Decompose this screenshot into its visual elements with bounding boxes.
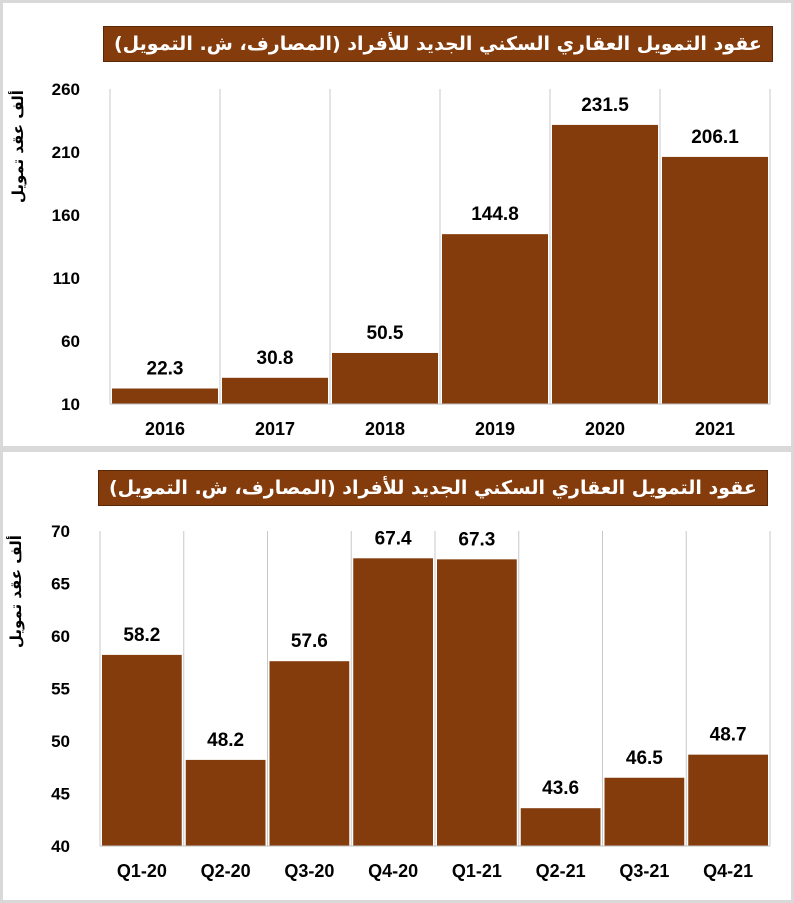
bar xyxy=(688,754,768,846)
bar xyxy=(102,654,182,846)
data-label: 231.5 xyxy=(581,95,629,116)
x-tick-label: 2019 xyxy=(475,419,515,439)
quarterly-chart: 40 45 50 55 60 65 70 58.2 Q1-20 48.2 Q2-20 57.6 Q3-2… xyxy=(51,522,771,881)
y-axis-label: ألف عقد تمويل xyxy=(9,90,27,203)
data-label: 50.5 xyxy=(367,323,404,344)
quarterly-chart-panel: 40 45 50 55 60 65 70 58.2 Q1-20 48.2 Q2-20 57.6 Q3-2… xyxy=(3,452,791,900)
y-tick-label: 70 xyxy=(51,522,70,541)
data-label: 58.2 xyxy=(123,625,160,646)
y-tick-label: 50 xyxy=(51,732,70,751)
data-label: 206.1 xyxy=(691,127,739,148)
y-tick-label: 55 xyxy=(51,680,70,699)
x-tick-label: 2017 xyxy=(255,419,295,439)
x-tick-label: Q4-21 xyxy=(703,861,753,881)
y-tick-label: 260 xyxy=(52,80,80,99)
x-tick-label: 2018 xyxy=(365,419,405,439)
y-tick-label: 10 xyxy=(61,395,80,414)
bar xyxy=(520,808,601,846)
chart-title: عقود التمويل العقاري السكني الجديد للأفر… xyxy=(98,470,768,506)
bar xyxy=(353,558,433,846)
data-label: 43.6 xyxy=(542,778,579,799)
x-tick-label: Q2-21 xyxy=(536,861,586,881)
y-tick-label: 160 xyxy=(52,206,80,225)
bar xyxy=(552,124,658,404)
bar xyxy=(185,759,266,846)
data-label: 67.4 xyxy=(375,528,412,549)
y-tick-label: 45 xyxy=(51,785,70,804)
data-label: 22.3 xyxy=(147,359,184,380)
x-tick-label: Q4-20 xyxy=(368,861,418,881)
y-tick-label: 60 xyxy=(51,627,70,646)
x-tick-label: Q1-21 xyxy=(452,861,502,881)
bar xyxy=(442,234,548,404)
data-label: 46.5 xyxy=(626,748,663,769)
data-label: 30.8 xyxy=(257,348,294,369)
x-tick-label: 2021 xyxy=(695,419,735,439)
y-tick-label: 110 xyxy=(53,269,80,288)
data-label: 67.3 xyxy=(458,529,495,550)
bar xyxy=(662,156,768,404)
data-label: 144.8 xyxy=(471,204,519,225)
bar xyxy=(222,377,328,404)
bar xyxy=(269,661,350,846)
x-tick-label: 2016 xyxy=(145,419,185,439)
x-tick-label: Q3-21 xyxy=(619,861,669,881)
chart-title: عقود التمويل العقاري السكني الجديد للأفر… xyxy=(103,26,773,62)
x-tick-label: Q2-20 xyxy=(201,861,251,881)
data-label: 48.2 xyxy=(207,730,244,751)
y-tick-label: 60 xyxy=(61,332,80,351)
annual-chart-panel: 10 60 110 160 210 260 22.3 2016 30.8 2017 50.5 2018… xyxy=(3,3,791,446)
x-tick-label: Q3-20 xyxy=(284,861,334,881)
x-tick-label: Q1-20 xyxy=(117,861,167,881)
data-label: 48.7 xyxy=(710,725,747,746)
bar xyxy=(437,559,517,846)
y-tick-label: 40 xyxy=(51,837,70,856)
annual-chart: 10 60 110 160 210 260 22.3 2016 30.8 2017 50.5 2018… xyxy=(52,80,771,439)
bar xyxy=(604,777,685,846)
y-tick-label: 65 xyxy=(51,575,70,594)
bar xyxy=(112,388,218,404)
y-tick-label: 210 xyxy=(52,143,80,162)
y-axis-label: ألف عقد تمويل xyxy=(7,535,25,648)
x-tick-label: 2020 xyxy=(585,419,625,439)
data-label: 57.6 xyxy=(291,631,328,652)
bar xyxy=(332,352,438,404)
